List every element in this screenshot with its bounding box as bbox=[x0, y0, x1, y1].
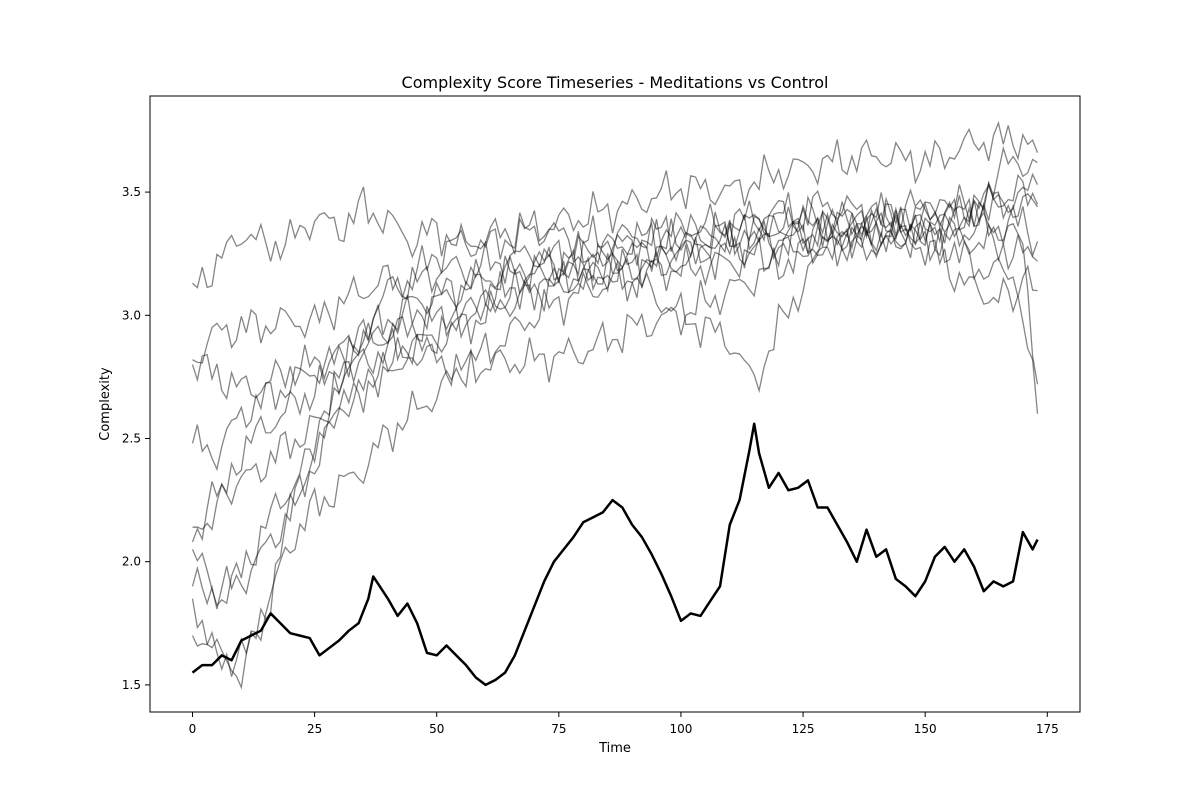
x-axis: 0 25 50 75 100 125 150 175 bbox=[189, 712, 1059, 736]
meditation-series-line-10 bbox=[191, 173, 1039, 677]
control-series-line bbox=[191, 422, 1039, 687]
x-tick-label: 75 bbox=[551, 722, 566, 736]
meditation-series-line-4 bbox=[191, 145, 1038, 472]
plot-frame bbox=[149, 95, 1081, 713]
series-layer bbox=[191, 120, 1039, 690]
meditation-series-line-3 bbox=[191, 203, 1039, 401]
y-axis-label: Complexity bbox=[98, 367, 113, 441]
x-tick-label: 0 bbox=[189, 722, 197, 736]
y-tick-label: 2.0 bbox=[122, 555, 141, 569]
meditation-series-line-2 bbox=[192, 172, 1039, 364]
meditation-series-line-8 bbox=[191, 207, 1039, 610]
y-tick-label: 2.5 bbox=[122, 431, 141, 445]
meditation-series-line-7 bbox=[191, 188, 1039, 607]
x-tick-label: 150 bbox=[914, 722, 937, 736]
x-axis-label: Time bbox=[598, 741, 631, 756]
meditation-series-line-9 bbox=[191, 191, 1039, 690]
y-tick-label: 1.5 bbox=[122, 678, 141, 692]
x-tick-label: 175 bbox=[1036, 722, 1059, 736]
meditation-series-line-6 bbox=[191, 221, 1038, 543]
y-tick-label: 3.0 bbox=[122, 308, 141, 322]
meditation-series-line-1 bbox=[192, 120, 1039, 289]
x-tick-label: 100 bbox=[669, 722, 692, 736]
y-axis: 1.5 2.0 2.5 3.0 3.5 bbox=[122, 185, 150, 692]
x-tick-label: 25 bbox=[307, 722, 322, 736]
y-tick-label: 3.5 bbox=[122, 185, 141, 199]
x-tick-label: 125 bbox=[792, 722, 815, 736]
meditation-series-line-5 bbox=[192, 213, 1038, 531]
x-tick-label: 50 bbox=[429, 722, 444, 736]
chart-title: Complexity Score Timeseries - Meditation… bbox=[402, 73, 829, 92]
